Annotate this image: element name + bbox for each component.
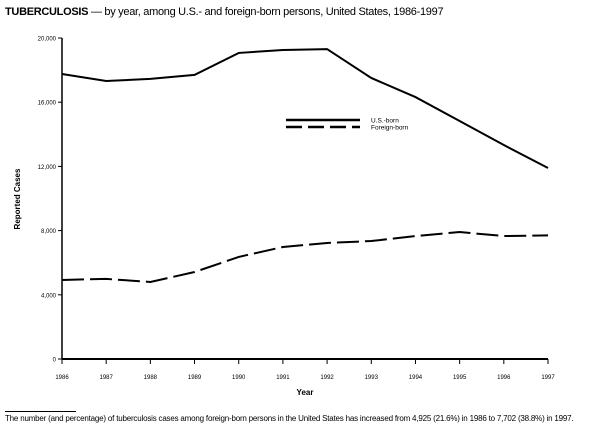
series-line-u-s-born xyxy=(61,48,549,169)
x-tick-label: 1988 xyxy=(144,375,158,381)
x-tick-label: 1993 xyxy=(365,375,379,381)
y-tick-label: 0 xyxy=(53,358,57,364)
x-tick-label: 1996 xyxy=(497,375,511,381)
footnote: The number (and percentage) of tuberculo… xyxy=(5,414,574,423)
x-tick-label: 1987 xyxy=(100,375,114,381)
y-tick-label: 12,000 xyxy=(38,165,57,171)
title-bold: TUBERCULOSIS xyxy=(5,6,89,18)
y-tick-label: 4,000 xyxy=(41,293,57,299)
x-axis-label: Year xyxy=(297,388,314,397)
y-axis-label: Reported Cases xyxy=(13,168,22,229)
x-tick-label: 1992 xyxy=(320,375,334,381)
x-tick-label: 1990 xyxy=(232,375,246,381)
x-tick-label: 1989 xyxy=(188,375,202,381)
y-tick-label: 20,000 xyxy=(38,37,57,43)
legend-label: U.S.-born xyxy=(371,118,399,125)
x-tick-label: 1986 xyxy=(55,375,69,381)
legend-label: Foreign-born xyxy=(371,125,409,132)
x-tick-label: 1995 xyxy=(453,375,467,381)
title-rest: — by year, among U.S.- and foreign-born … xyxy=(88,6,444,18)
x-tick-label: 1991 xyxy=(276,375,290,381)
y-tick-label: 8,000 xyxy=(41,229,57,235)
x-tick-label: 1997 xyxy=(541,375,555,381)
series-line-foreign-born xyxy=(61,231,549,283)
y-tick-label: 16,000 xyxy=(38,101,57,107)
chart-title: TUBERCULOSIS — by year, among U.S.- and … xyxy=(5,6,444,18)
footnote-rule xyxy=(5,411,76,412)
x-tick-label: 1994 xyxy=(409,375,423,381)
